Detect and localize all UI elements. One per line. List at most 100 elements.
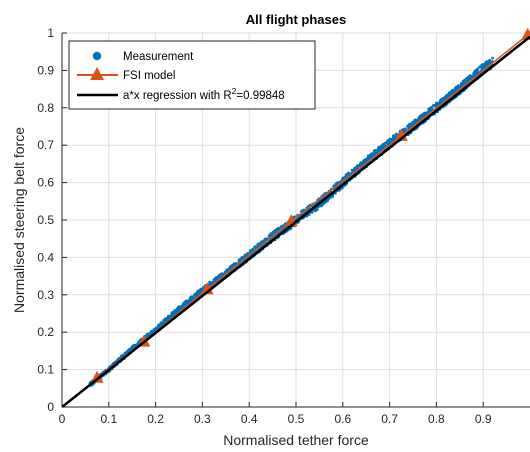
measurement-point <box>218 273 222 276</box>
x-tick-label: 0.7 <box>381 412 398 426</box>
measurement-point <box>262 239 266 243</box>
fsi-model-marker <box>394 128 408 141</box>
measurement-point <box>367 155 371 159</box>
measurement-point <box>351 169 354 172</box>
x-tick-label: 0.6 <box>334 412 351 426</box>
y-tick-label: 0 <box>47 400 54 414</box>
legend-measurement-label: Measurement <box>123 51 194 63</box>
measurement-point <box>353 167 356 171</box>
x-tick-label: 0 <box>59 412 66 426</box>
measurement-point <box>146 334 150 337</box>
y-tick-label: 0.5 <box>37 213 54 227</box>
x-tick-label: 0.3 <box>194 412 211 426</box>
x-tick-label: 0.2 <box>147 412 164 426</box>
x-tick-label: 0.9 <box>475 412 492 426</box>
measurement-point <box>415 119 419 123</box>
measurement-point <box>419 115 423 119</box>
measurement-point <box>445 93 449 97</box>
measurement-point <box>151 329 155 333</box>
y-tick-label: 0.1 <box>37 363 54 377</box>
measurement-point <box>476 67 480 71</box>
regression-line <box>61 35 530 408</box>
measurement-point <box>178 307 182 311</box>
measurement-point <box>373 149 377 153</box>
measurement-point <box>455 87 459 91</box>
fsi-model-marker <box>90 370 104 383</box>
measurement-point <box>173 312 176 315</box>
x-axis-label: Normalised tether force <box>223 432 369 448</box>
measurement-point <box>425 111 429 115</box>
measurement-point <box>167 314 171 318</box>
measurement-point <box>462 81 466 85</box>
measurement-point <box>435 101 438 105</box>
measurement-point <box>232 262 236 266</box>
legend-fsi-marker <box>90 67 104 80</box>
measurement-point <box>180 305 184 309</box>
measurement-point <box>313 209 317 213</box>
measurement-point <box>440 98 443 101</box>
y-tick-label: 0.7 <box>37 138 54 152</box>
measurement-point <box>130 346 133 350</box>
x-tick-label: 0.1 <box>100 412 117 426</box>
measurement-point <box>178 305 181 308</box>
x-tick-label: 0.5 <box>288 412 305 426</box>
measurement-point <box>432 104 435 107</box>
measurement-point <box>251 248 255 251</box>
measurement-point <box>228 266 232 270</box>
measurement-point <box>394 132 398 136</box>
measurement-point <box>315 207 318 211</box>
measurement-point <box>274 229 278 233</box>
legend-fsi-label: FSI model <box>123 70 175 82</box>
measurement-point <box>198 290 202 293</box>
x-tick-label: 0.8 <box>428 412 445 426</box>
chart-title: All flight phases <box>246 12 346 27</box>
legend-regression-label-main: a*x regression with R <box>123 90 232 102</box>
measurement-point <box>322 201 326 205</box>
measurement-point <box>160 321 164 325</box>
measurement-point <box>347 171 350 175</box>
measurement-point <box>480 63 484 67</box>
regression-series <box>61 35 530 408</box>
measurement-point <box>391 137 395 141</box>
x-tick-label: 0.4 <box>241 412 258 426</box>
measurement-point <box>344 173 348 177</box>
measurement-point <box>356 164 360 167</box>
y-tick-label: 0.4 <box>37 250 54 264</box>
measurement-point <box>472 74 475 77</box>
measurement-point <box>195 292 199 296</box>
measurement-point <box>243 253 247 257</box>
y-tick-label: 1 <box>47 26 54 40</box>
ticks: 0 0.1 0.2 0.3 0.4 0.5 0.6 0.7 0.8 0.9 0 0.1 0.2 0.3 0.… <box>37 26 492 426</box>
measurement-point <box>485 60 489 64</box>
measurement-point <box>132 344 135 347</box>
y-tick-label: 0.2 <box>37 325 54 339</box>
measurement-point <box>460 82 463 85</box>
measurement-point <box>474 72 477 76</box>
measurement-point <box>162 319 165 322</box>
measurement-point <box>392 134 395 138</box>
legend-regression-label-sup: 2 <box>232 86 237 96</box>
y-tick-label: 0.8 <box>37 101 54 115</box>
measurement-point <box>193 293 197 297</box>
measurement-point <box>170 312 174 316</box>
measurement-point <box>411 120 415 124</box>
measurement-point <box>209 281 213 285</box>
measurement-point <box>413 119 417 122</box>
measurement-point <box>246 252 250 256</box>
measurement-point <box>327 197 331 201</box>
measurement-point <box>366 158 369 161</box>
measurement-point <box>369 152 373 156</box>
measurement-point <box>491 56 494 60</box>
measurement-point <box>360 162 364 166</box>
measurement-point <box>225 268 229 272</box>
measurement-point <box>324 200 327 203</box>
measurement-point <box>214 277 218 281</box>
measurement-point <box>407 124 411 128</box>
measurement-point <box>383 142 386 146</box>
legend: Measurement FSI model a*x regression wit… <box>68 40 316 110</box>
y-tick-label: 0.3 <box>37 288 54 302</box>
measurement-point <box>379 146 382 150</box>
y-axis-label: Normalised steering belt force <box>11 127 27 313</box>
y-tick-label: 0.9 <box>37 63 54 77</box>
